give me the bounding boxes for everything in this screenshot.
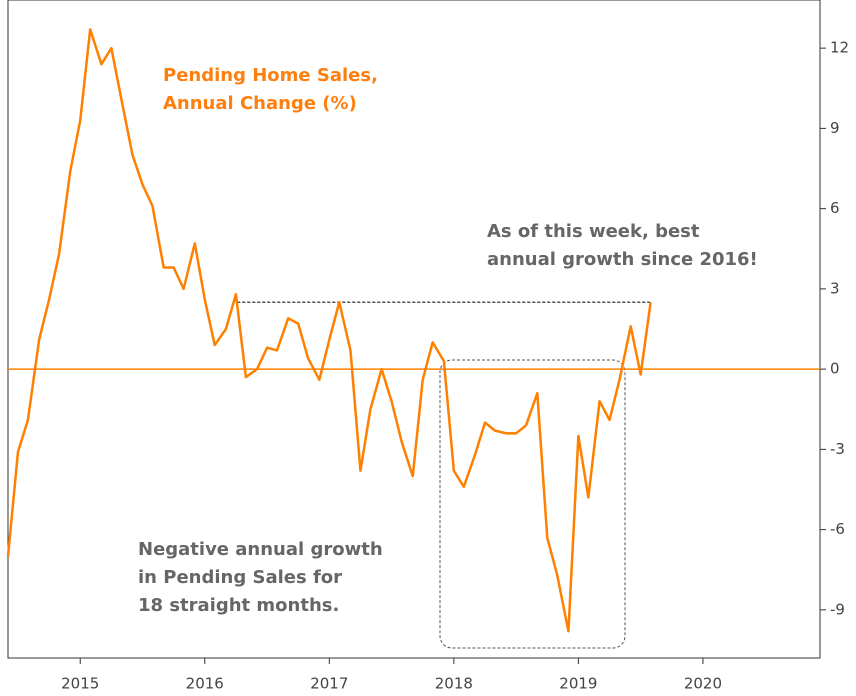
- x-tick-label: 2020: [684, 675, 722, 693]
- annotation: annual growth since 2016!: [487, 249, 758, 270]
- y-tick-label: 9: [830, 119, 840, 137]
- annotation: Annual Change (%): [163, 93, 357, 114]
- plot-frame: [7, 0, 821, 659]
- annotation: 18 straight months.: [138, 595, 339, 616]
- y-tick-label: 0: [830, 360, 840, 378]
- highlight-box: [439, 359, 626, 649]
- line: [6, 28, 652, 633]
- x-tick-label: 2015: [61, 675, 99, 693]
- x-tick-label: 2019: [559, 675, 597, 693]
- highlight-line: [236, 301, 652, 303]
- annotation: As of this week, best: [487, 221, 700, 242]
- annotation: Negative annual growth: [138, 539, 383, 560]
- annotation: Pending Home Sales,: [163, 65, 378, 86]
- y-tick-label: 3: [830, 279, 840, 297]
- y-tick-label: 6: [830, 199, 840, 217]
- y-tick-label: -6: [830, 520, 845, 538]
- x-tick-label: 2017: [310, 675, 348, 693]
- y-tick-label: 12: [830, 39, 849, 57]
- x-tick-label: 2018: [435, 675, 473, 693]
- annotation: in Pending Sales for: [138, 567, 342, 588]
- y-tick-label: -9: [830, 600, 845, 618]
- x-tick-label: 2016: [186, 675, 224, 693]
- y-tick-label: -3: [830, 440, 845, 458]
